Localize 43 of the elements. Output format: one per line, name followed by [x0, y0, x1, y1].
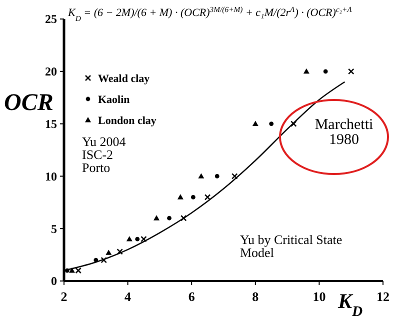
y-tick-label: 5 — [51, 222, 57, 236]
point — [190, 194, 196, 200]
point — [167, 216, 172, 220]
point — [75, 267, 82, 274]
legend-label: Kaolin — [98, 94, 130, 106]
y-axis-title: OCR — [4, 90, 54, 116]
x-axis-title: K$_{D}$ — [337, 289, 364, 320]
point — [177, 194, 184, 200]
point — [214, 174, 220, 178]
point — [290, 120, 297, 127]
x-tick-label: 10 — [312, 289, 326, 304]
point — [154, 215, 160, 220]
point — [303, 68, 310, 74]
point — [198, 173, 204, 178]
x-tick-label: 2 — [60, 289, 68, 304]
point — [180, 214, 187, 222]
chart-title: K$_{D}$ = (6 − 2M)/(6 + M) · (OCR)$^{3M/(6+M)}$ + c₁M/(2r$^{Λ}$) · (OCR)$^{c₂+Λ}$ — [67, 4, 352, 22]
point — [323, 69, 328, 74]
annotation: Marchetti 1980 — [314, 117, 374, 148]
point — [204, 194, 211, 200]
legend-label: London clay — [98, 114, 157, 127]
point — [126, 236, 132, 242]
y-tick-label: 15 — [45, 117, 57, 131]
point — [140, 236, 147, 242]
y-tick-label: 10 — [45, 169, 57, 184]
point — [348, 68, 354, 75]
x-tick-label: 4 — [124, 289, 132, 304]
legend-label: Weald clay — [98, 72, 150, 85]
point — [269, 122, 274, 126]
point — [252, 120, 258, 126]
y-tick-label: 20 — [45, 64, 57, 79]
x-tick-label: 12 — [376, 289, 390, 304]
point — [116, 248, 123, 255]
point — [135, 236, 140, 242]
point — [106, 250, 112, 255]
point — [232, 173, 238, 180]
y-tick-label: 25 — [45, 12, 57, 26]
y-tick-label: 0 — [51, 274, 57, 288]
point — [100, 256, 108, 264]
x-tick-label: 6 — [188, 289, 196, 304]
annotation: Yu 2004 ISC-2 Porto — [82, 134, 126, 175]
x-tick-label: 8 — [252, 289, 260, 304]
annotation: Yu by Critical State Model — [240, 232, 342, 260]
